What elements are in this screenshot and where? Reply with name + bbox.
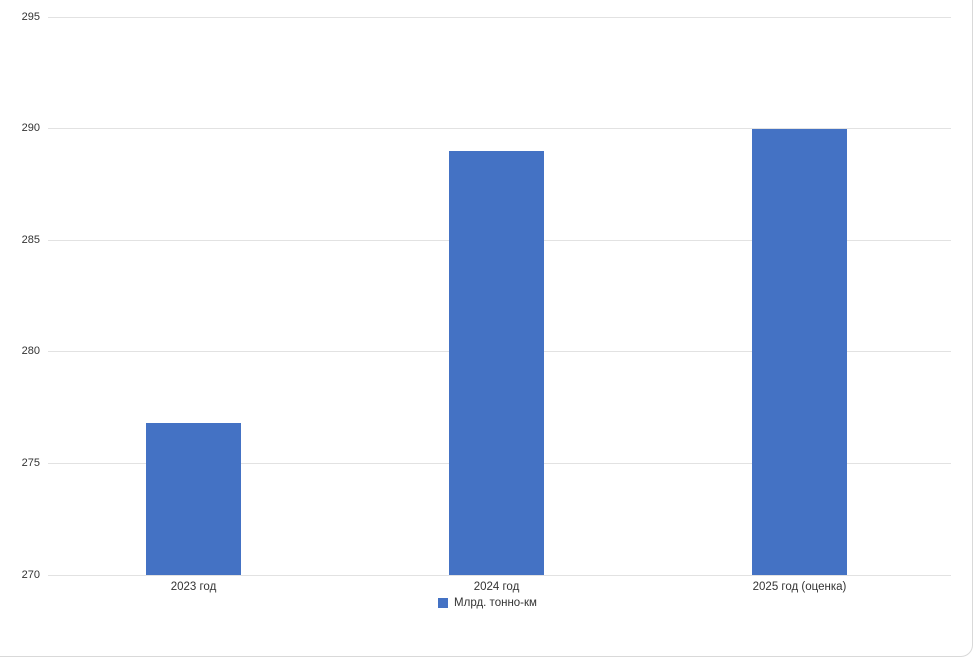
gridline — [48, 16, 951, 18]
x-axis-category-label: 2024 год — [473, 581, 520, 593]
bar — [146, 423, 241, 575]
x-axis-category-label: 2023 год — [170, 581, 217, 593]
bar — [752, 128, 847, 575]
y-axis-tick-label: 270 — [21, 568, 40, 581]
legend-label: Млрд. тонно-км — [454, 597, 537, 609]
y-axis-tick-label: 285 — [21, 233, 40, 246]
legend: Млрд. тонно-км — [0, 597, 975, 609]
x-axis-category-label: 2025 год (оценка) — [752, 581, 847, 593]
legend-swatch — [438, 598, 449, 608]
bar — [449, 150, 544, 575]
gridline — [48, 128, 951, 130]
gridline — [48, 574, 951, 576]
y-axis-tick-label: 280 — [21, 345, 40, 358]
y-axis-tick-label: 295 — [21, 10, 40, 23]
y-axis-tick-label: 290 — [21, 122, 40, 135]
y-axis-tick-label: 275 — [21, 456, 40, 469]
